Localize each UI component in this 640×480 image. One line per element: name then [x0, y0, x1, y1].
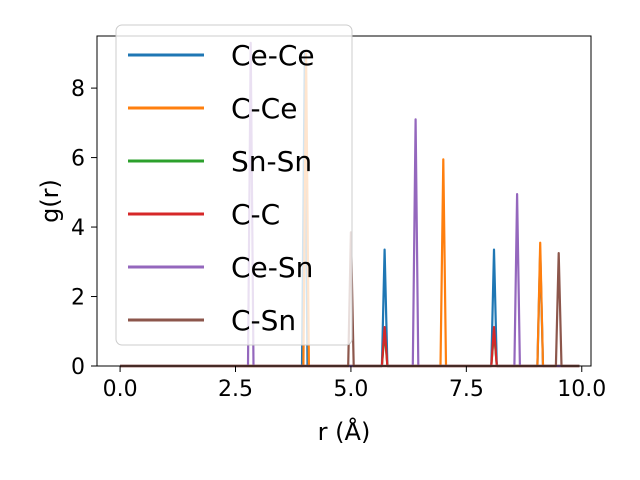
legend-label: Ce-Ce: [231, 39, 315, 72]
legend-label: C-Ce: [231, 92, 297, 125]
x-tick-label: 2.5: [218, 377, 253, 402]
legend-label: Ce-Sn: [231, 251, 313, 284]
y-tick-label: 4: [71, 216, 85, 241]
legend-box: [115, 24, 353, 346]
x-tick-label: 5.0: [333, 377, 368, 402]
y-tick-label: 2: [71, 286, 85, 311]
legend-label: Sn-Sn: [231, 145, 312, 178]
y-tick-label: 6: [71, 147, 85, 172]
x-axis-label: r (Å): [318, 417, 371, 446]
y-tick-label: 8: [71, 77, 85, 102]
legend: Ce-Ce C-Ce Sn-Sn C-C Ce-Sn C-Sn: [115, 24, 353, 346]
y-tick-label: 0: [71, 355, 85, 380]
legend-label: C-Sn: [231, 304, 296, 337]
x-tick-label: 10.0: [557, 377, 606, 402]
x-tick-label: 7.5: [449, 377, 484, 402]
x-axis: 0.0 2.5 5.0 7.5 10.0: [103, 366, 606, 402]
y-axis-label: g(r): [36, 179, 64, 223]
x-tick-label: 0.0: [103, 377, 138, 402]
legend-label: C-C: [231, 198, 280, 231]
y-axis: 0 2 4 6 8: [71, 77, 97, 380]
